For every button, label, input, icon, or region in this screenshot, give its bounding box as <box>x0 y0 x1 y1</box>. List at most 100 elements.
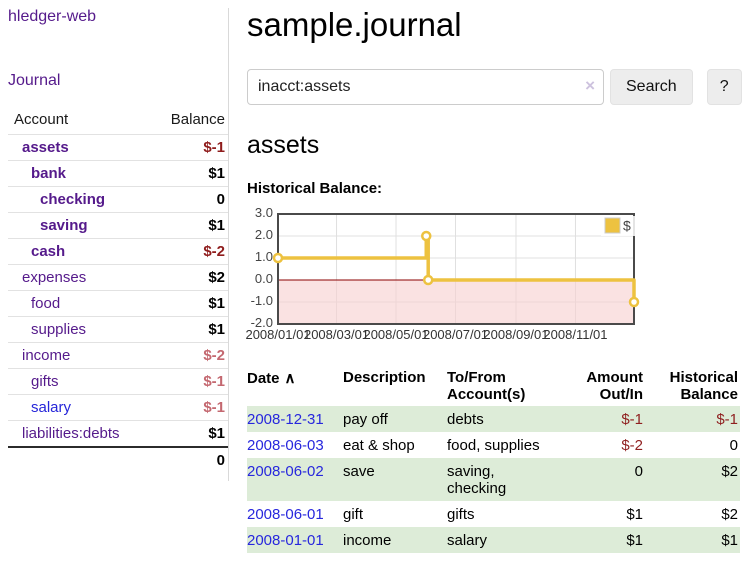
accounts-total-spacer <box>8 446 149 473</box>
account-balance: $1 <box>148 316 228 343</box>
transaction-date-link[interactable]: 2008-06-02 <box>247 462 324 480</box>
account-balance: $1 <box>148 160 228 187</box>
account-balance: $-1 <box>148 368 228 395</box>
search-button[interactable]: Search <box>610 68 693 105</box>
transactions-column-header[interactable]: To/From Account(s) <box>447 368 526 403</box>
legend-swatch <box>604 217 621 234</box>
main-content: sample.journal × Search ? assets Histori… <box>245 6 742 553</box>
accounts-header-row: Account Balance <box>8 107 228 135</box>
transaction-date-cell: 2008-06-01 <box>247 501 343 527</box>
sidebar-account-link[interactable]: liabilities:debts <box>22 425 120 442</box>
help-button[interactable]: ? <box>706 68 742 105</box>
account-balance: $1 <box>148 420 228 447</box>
transaction-balance: $2 <box>721 462 738 480</box>
transaction-balance: $2 <box>721 505 738 523</box>
accounts-table: Account Balance assets $-1 bank $1 checking 0… <box>8 107 228 473</box>
transaction-amount: $-2 <box>621 436 643 454</box>
transaction-date-cell: 2008-06-03 <box>247 432 343 458</box>
sidebar-account-link[interactable]: supplies <box>31 321 87 338</box>
transaction-date-link[interactable]: 2008-06-03 <box>247 436 324 454</box>
sort-ascending-icon: ∧ <box>284 369 296 387</box>
transaction-accounts: saving, checking <box>447 462 507 497</box>
transaction-amount: $-1 <box>621 410 643 428</box>
page-title: sample.journal <box>247 6 462 43</box>
accounts-table-body: assets $-1 bank $1 checking 0 saving $1 cash $-2 e… <box>8 134 228 447</box>
x-tick-label: 2008/05/01 <box>363 326 429 342</box>
transaction-description: gift <box>343 505 364 523</box>
account-heading: assets <box>247 130 320 159</box>
x-tick-label: 2008/07/01 <box>422 326 489 342</box>
historical-balance-chart: $3.0 2.0 1.0 0.0 -1.0 -2.0 2008/01/01 2008/03/0… <box>245 205 740 344</box>
account-balance: 0 <box>148 186 228 213</box>
account-balance: $2 <box>148 264 228 291</box>
account-row: food $1 <box>8 290 228 317</box>
account-row: bank $1 <box>8 160 228 187</box>
transaction-date-link[interactable]: 2008-12-31 <box>247 410 324 428</box>
transactions-column-header[interactable]: Amount Out/In <box>586 368 643 403</box>
transaction-amount: $1 <box>626 505 643 523</box>
sidebar-account-link[interactable]: food <box>31 295 61 312</box>
account-row: supplies $1 <box>8 316 228 343</box>
x-tick-label: 2008/11/01 <box>543 326 608 342</box>
app-title-link[interactable]: hledger-web <box>8 8 97 25</box>
transaction-description: eat & shop <box>343 436 415 454</box>
y-tick-label: 2.0 <box>254 226 273 242</box>
y-tick-label: 1.0 <box>254 248 273 264</box>
accounts-total-value: 0 <box>148 446 228 473</box>
chart-title: Historical Balance: <box>247 179 383 197</box>
transaction-accounts: salary <box>447 531 488 549</box>
sidebar-account-link[interactable]: saving <box>40 217 88 234</box>
transaction-row: 2008-06-03 eat & shop food, supplies $-2 0 <box>247 432 740 458</box>
account-balance: $1 <box>148 212 228 239</box>
transaction-date-link[interactable]: 2008-06-01 <box>247 505 324 523</box>
account-balance: $1 <box>148 290 228 317</box>
transaction-row: 2008-12-31 pay off debts $-1 $-1 <box>247 405 740 432</box>
transaction-amount: $1 <box>626 531 643 549</box>
transaction-description: income <box>343 531 392 549</box>
transaction-balance: $1 <box>721 531 738 549</box>
account-balance: $-2 <box>148 238 228 265</box>
account-row: liabilities:debts $1 <box>8 420 228 447</box>
app-window: hledger-web Journal Account Balance asse… <box>8 6 742 553</box>
sidebar-account-link[interactable]: bank <box>31 165 67 182</box>
transaction-amount: 0 <box>634 462 643 480</box>
sidebar-account-link[interactable]: gifts <box>31 373 59 390</box>
transaction-accounts: gifts <box>447 505 475 523</box>
transaction-row: 2008-06-01 gift gifts $1 $2 <box>247 501 740 527</box>
account-row: gifts $-1 <box>8 368 228 395</box>
balance-chart-svg: $ <box>272 212 640 325</box>
account-row: salary $-1 <box>8 394 228 421</box>
clear-search-icon[interactable]: × <box>585 75 595 95</box>
account-row: assets $-1 <box>8 134 228 161</box>
x-tick-label: 2008/09/01 <box>483 326 549 342</box>
svg-text:$: $ <box>623 217 631 233</box>
sidebar-account-link[interactable]: expenses <box>22 269 87 286</box>
sidebar-item-journal[interactable]: Journal <box>8 72 61 89</box>
account-balance: $-1 <box>148 134 228 161</box>
transaction-accounts: food, supplies <box>447 436 540 454</box>
transactions-column-header[interactable]: Historical Balance <box>669 368 738 403</box>
sidebar-account-link[interactable]: cash <box>31 243 66 260</box>
transaction-date-link[interactable]: 2008-01-01 <box>247 531 324 549</box>
transactions-column-header[interactable]: Description <box>343 368 426 386</box>
y-tick-label: -2.0 <box>250 314 273 330</box>
search-input[interactable] <box>247 68 604 105</box>
account-row: income $-2 <box>8 342 228 369</box>
sidebar-account-link[interactable]: income <box>22 347 71 364</box>
transaction-date-cell: 2008-01-01 <box>247 527 343 553</box>
transactions-column-header[interactable]: Date ∧ <box>247 369 296 387</box>
accounts-header-balance: Balance <box>170 111 225 128</box>
sidebar-account-link[interactable]: assets <box>22 139 69 156</box>
transaction-date-cell: 2008-12-31 <box>247 406 343 432</box>
transaction-row: 2008-01-01 income salary $1 $1 <box>247 526 740 553</box>
y-tick-label: -1.0 <box>250 292 273 308</box>
sidebar-account-link[interactable]: checking <box>40 191 106 208</box>
transactions-header-row: Date ∧ Description To/From Account(s) Amount… <box>247 366 740 406</box>
sidebar-account-link[interactable]: salary <box>31 399 72 416</box>
search-input-wrap: × <box>247 68 604 105</box>
app-title: hledger-web <box>8 8 228 26</box>
sidebar: hledger-web Journal Account Balance asse… <box>8 8 229 481</box>
x-tick-label: 2008/03/01 <box>303 326 370 342</box>
transaction-balance: 0 <box>729 436 738 454</box>
account-balance: $-1 <box>148 394 228 421</box>
